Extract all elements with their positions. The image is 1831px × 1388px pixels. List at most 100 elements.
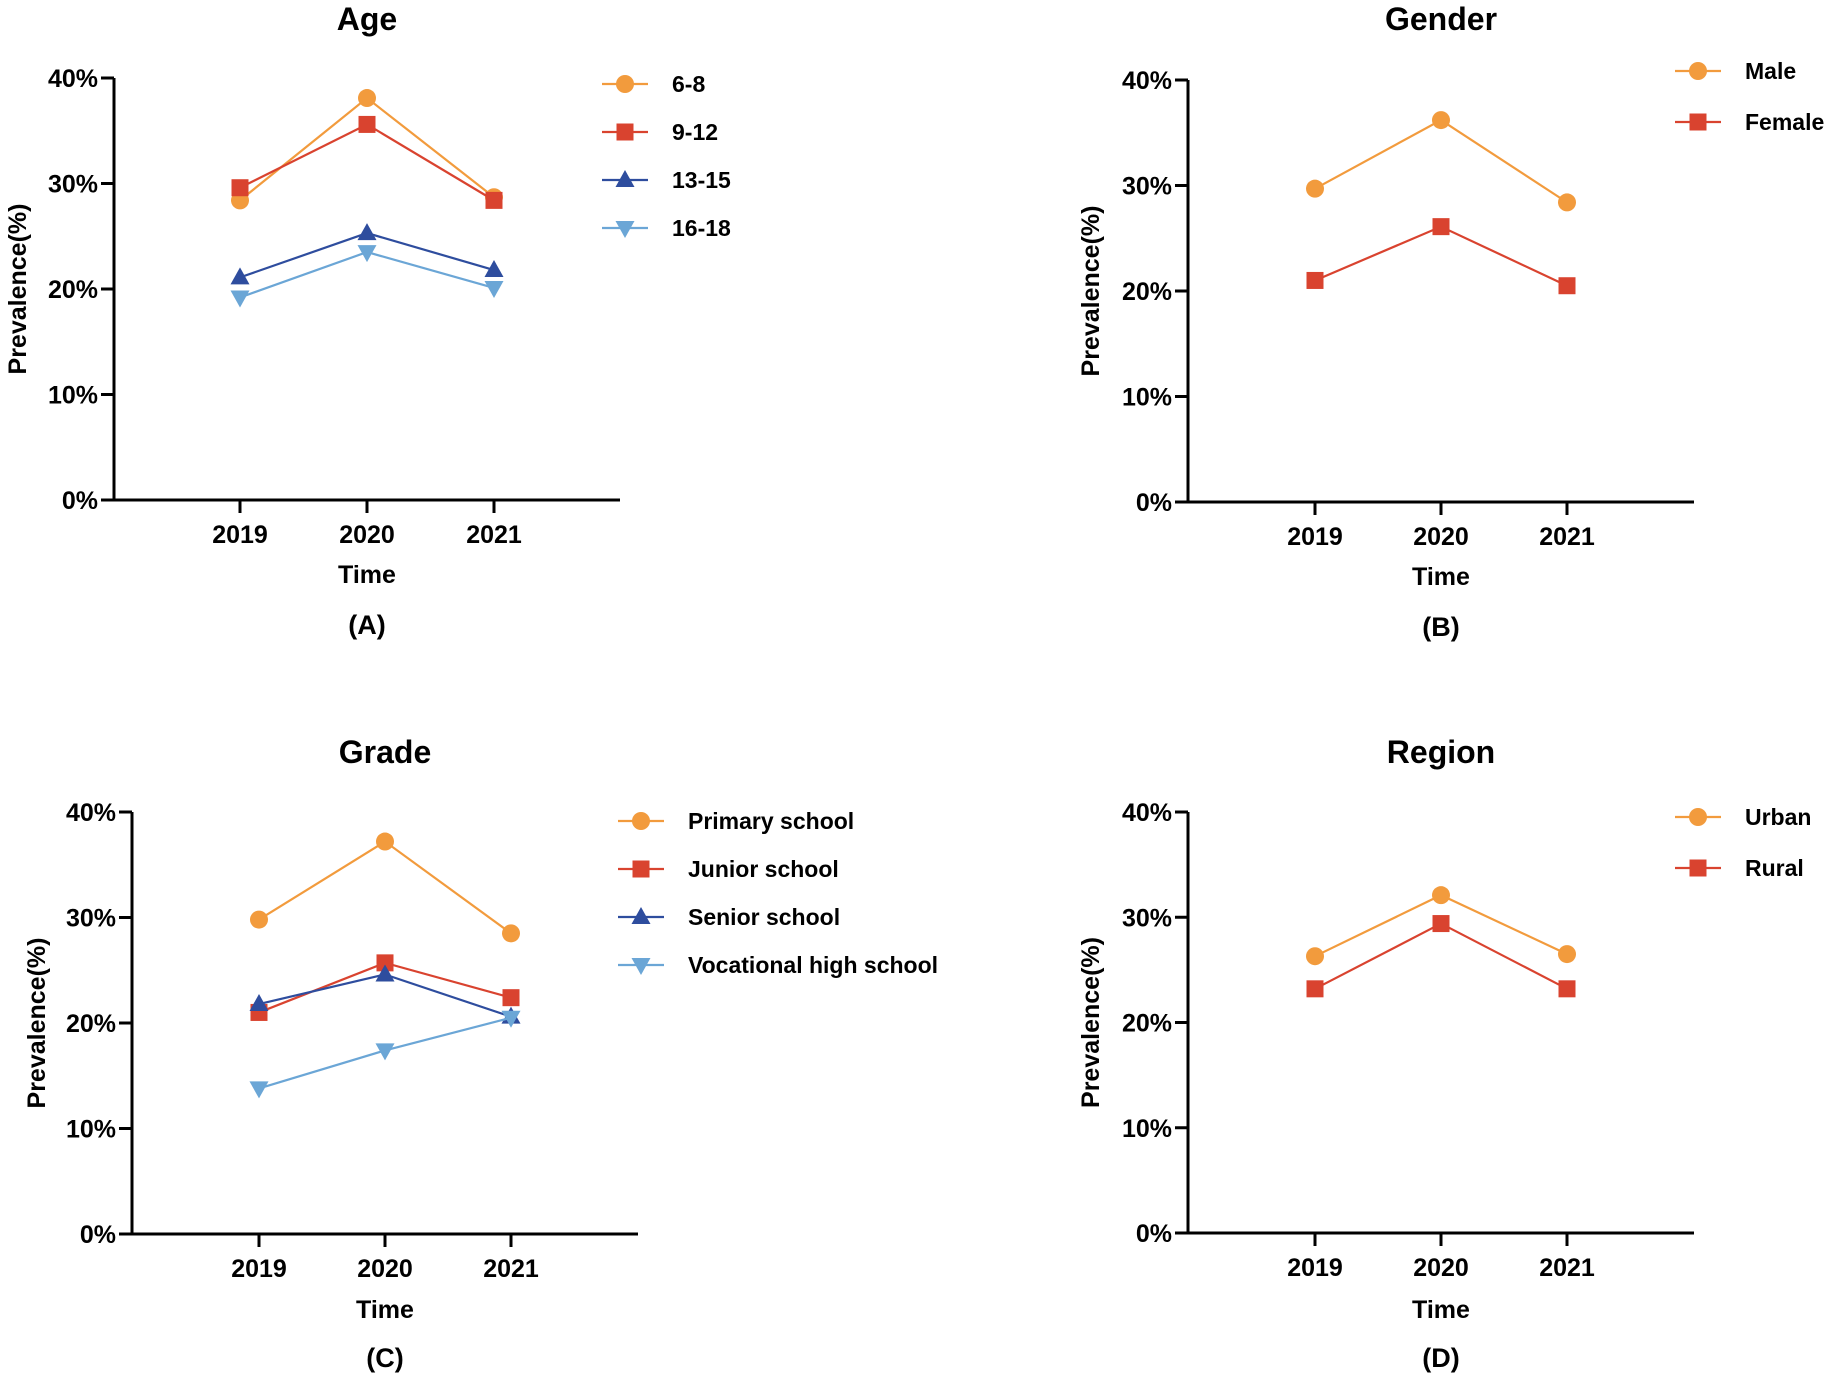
data-point (501, 1010, 521, 1028)
y-tick-label: 30% (66, 905, 116, 933)
data-point (358, 115, 376, 133)
data-point (1558, 193, 1576, 212)
data-point (1306, 179, 1324, 198)
data-point (1432, 915, 1450, 933)
series-line (1314, 118, 1568, 204)
data-point (249, 1081, 269, 1099)
series-junior-school (250, 954, 520, 1021)
panel-label: (A) (348, 610, 385, 640)
data-point (376, 954, 394, 972)
data-point (249, 994, 269, 1012)
chart-panels: Age 0% 10% 20% 30% 40% 2019 2020 2021 Time Prevale… (4, 1, 1824, 1373)
y-tick-label: 30% (1122, 904, 1172, 932)
legend-item: 16-18 (602, 215, 731, 241)
x-tick-label: 2020 (1413, 1254, 1469, 1282)
chart-panel-grade: Grade 0% 10% 20% 30% 40% 2019 2020 2021 Time Preva… (23, 734, 938, 1373)
data-point (485, 191, 503, 209)
legend-marker (1689, 859, 1707, 877)
legend-label: Vocational high school (688, 952, 938, 978)
legend-label: Junior school (688, 856, 839, 882)
x-tick-label: 2020 (339, 521, 395, 549)
series-male (1306, 111, 1576, 212)
data-point (1432, 218, 1450, 236)
legend-item: 9-12 (602, 119, 718, 145)
legend-item: Senior school (618, 904, 840, 930)
chart-title: Grade (339, 734, 431, 770)
y-axis-label: Prevalence(%) (23, 938, 51, 1109)
series-senior-school (249, 964, 521, 1024)
legend-marker (631, 907, 651, 924)
axes (1175, 810, 1694, 1246)
y-tick-label: 10% (48, 382, 98, 410)
data-point (230, 267, 250, 285)
x-axis-label: Time (338, 561, 396, 589)
x-tick-label: 2021 (1539, 523, 1595, 551)
chart-panel-region: Region 0% 10% 20% 30% 40% 2019 2020 2021 Time Prev… (1077, 734, 1811, 1373)
data-point (375, 964, 395, 982)
series-rural (1306, 915, 1576, 998)
series-13-15 (230, 223, 504, 285)
y-tick-label: 20% (48, 276, 98, 304)
y-tick-label: 30% (1122, 173, 1172, 201)
y-tick-label: 40% (1122, 799, 1172, 827)
data-point (502, 924, 520, 943)
y-tick-label: 0% (80, 1221, 116, 1249)
y-tick-label: 0% (1136, 1220, 1172, 1248)
axes (1175, 78, 1694, 515)
data-point (1558, 945, 1576, 964)
series-16-18 (230, 245, 504, 308)
data-point (357, 223, 377, 241)
y-tick-label: 40% (48, 65, 98, 93)
panel-label: (C) (366, 1343, 403, 1373)
legend-item: 13-15 (602, 167, 731, 193)
series-female (1306, 218, 1576, 295)
y-tick-label: 40% (1122, 67, 1172, 95)
y-tick-label: 20% (66, 1010, 116, 1038)
legend-item: 6-8 (602, 71, 705, 97)
x-axis-label: Time (1412, 563, 1470, 591)
series-line (258, 840, 512, 935)
legend-item: Vocational high school (618, 952, 938, 978)
panel-label: (D) (1422, 1343, 1459, 1373)
chart-title: Region (1387, 734, 1495, 770)
x-tick-label: 2021 (1539, 1254, 1595, 1282)
x-tick-label: 2020 (1413, 523, 1469, 551)
data-point (1306, 947, 1324, 966)
legend-label: 6-8 (672, 71, 705, 97)
y-tick-label: 0% (1136, 489, 1172, 517)
legend-item: Urban (1675, 804, 1811, 830)
legend-label: Male (1745, 58, 1796, 84)
x-tick-label: 2021 (483, 1255, 539, 1283)
data-point (484, 280, 504, 298)
chart-title: Age (337, 1, 397, 37)
y-tick-label: 30% (48, 171, 98, 199)
series-line (1314, 922, 1568, 990)
y-axis-label: Prevalence(%) (1077, 206, 1105, 377)
legend-label: 9-12 (672, 119, 718, 145)
y-tick-label: 0% (62, 487, 98, 515)
x-axis-label: Time (1412, 1296, 1470, 1324)
data-point (231, 179, 249, 197)
series-line (239, 123, 495, 202)
data-point (1306, 980, 1324, 998)
legend-label: Rural (1745, 855, 1804, 881)
data-point (1558, 980, 1576, 998)
x-tick-label: 2019 (1287, 523, 1343, 551)
legend-item: Female (1675, 109, 1824, 135)
legend-item: Rural (1675, 855, 1804, 881)
x-axis-label: Time (356, 1296, 414, 1324)
data-point (250, 910, 268, 929)
data-point (376, 832, 394, 851)
data-point (230, 290, 250, 308)
y-tick-label: 10% (1122, 1115, 1172, 1143)
series-9-12 (231, 115, 503, 209)
legend-label: 16-18 (672, 215, 731, 241)
data-point (1558, 277, 1576, 295)
legend-label: 13-15 (672, 167, 731, 193)
legend-marker (615, 170, 635, 187)
chart-panel-gender: Gender 0% 10% 20% 30% 40% 2019 2020 2021 Time Prev… (1077, 1, 1824, 642)
legend-marker (616, 123, 634, 141)
y-tick-label: 40% (66, 799, 116, 827)
x-tick-label: 2019 (212, 521, 268, 549)
